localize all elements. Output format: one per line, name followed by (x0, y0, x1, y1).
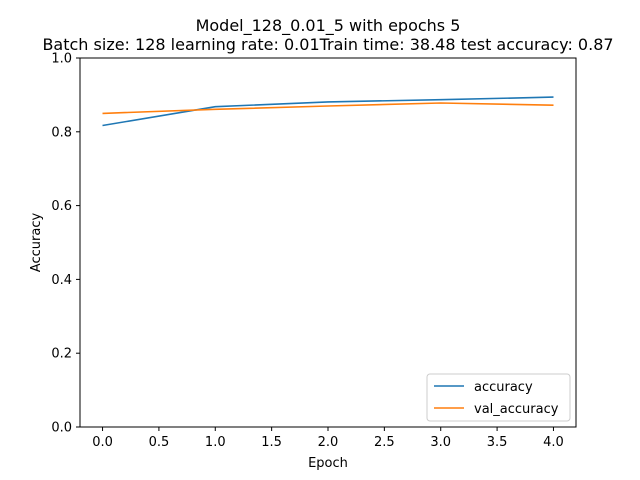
legend-label-val-accuracy: val_accuracy (474, 402, 559, 417)
x-tick-label: 1.0 (205, 435, 226, 450)
y-tick-label: 0.6 (51, 199, 72, 214)
plot-frame (79, 57, 577, 428)
x-tick-label: 0.0 (92, 435, 113, 450)
x-tick-label: 1.5 (261, 435, 282, 450)
legend: accuracy val_accuracy (426, 373, 571, 422)
plot-area (80, 58, 576, 427)
legend-label-accuracy: accuracy (474, 380, 533, 395)
chart-subtitle: Batch size: 128 learning rate: 0.01Train… (42, 35, 613, 54)
y-axis-label: Accuracy (29, 213, 44, 273)
x-tick-label: 3.5 (487, 435, 508, 450)
x-tick-label: 3.0 (430, 435, 451, 450)
x-tick-label: 2.0 (318, 435, 339, 450)
x-axis-label: Epoch (308, 456, 348, 471)
y-tick-label: 0.2 (51, 347, 72, 362)
x-tick-label: 4.0 (543, 435, 564, 450)
x-tick-label: 0.5 (149, 435, 170, 450)
series-line-val-accuracy (102, 102, 554, 115)
y-tick-label: 0.4 (51, 273, 72, 288)
chart-title: Model_128_0.01_5 with epochs 5 (196, 16, 461, 36)
y-tick-label: 1.0 (51, 52, 72, 67)
x-axis-ticks: 0.0 0.5 1.0 1.5 2.0 2.5 3.0 3.5 4.0 (92, 427, 564, 450)
y-axis-ticks: 0.0 0.2 0.4 0.6 0.8 1.0 (51, 52, 80, 436)
y-tick-label: 0.8 (51, 125, 72, 140)
x-tick-label: 2.5 (374, 435, 395, 450)
y-tick-label: 0.0 (51, 421, 72, 436)
series-line-accuracy (102, 96, 554, 127)
series-lines (102, 96, 554, 127)
